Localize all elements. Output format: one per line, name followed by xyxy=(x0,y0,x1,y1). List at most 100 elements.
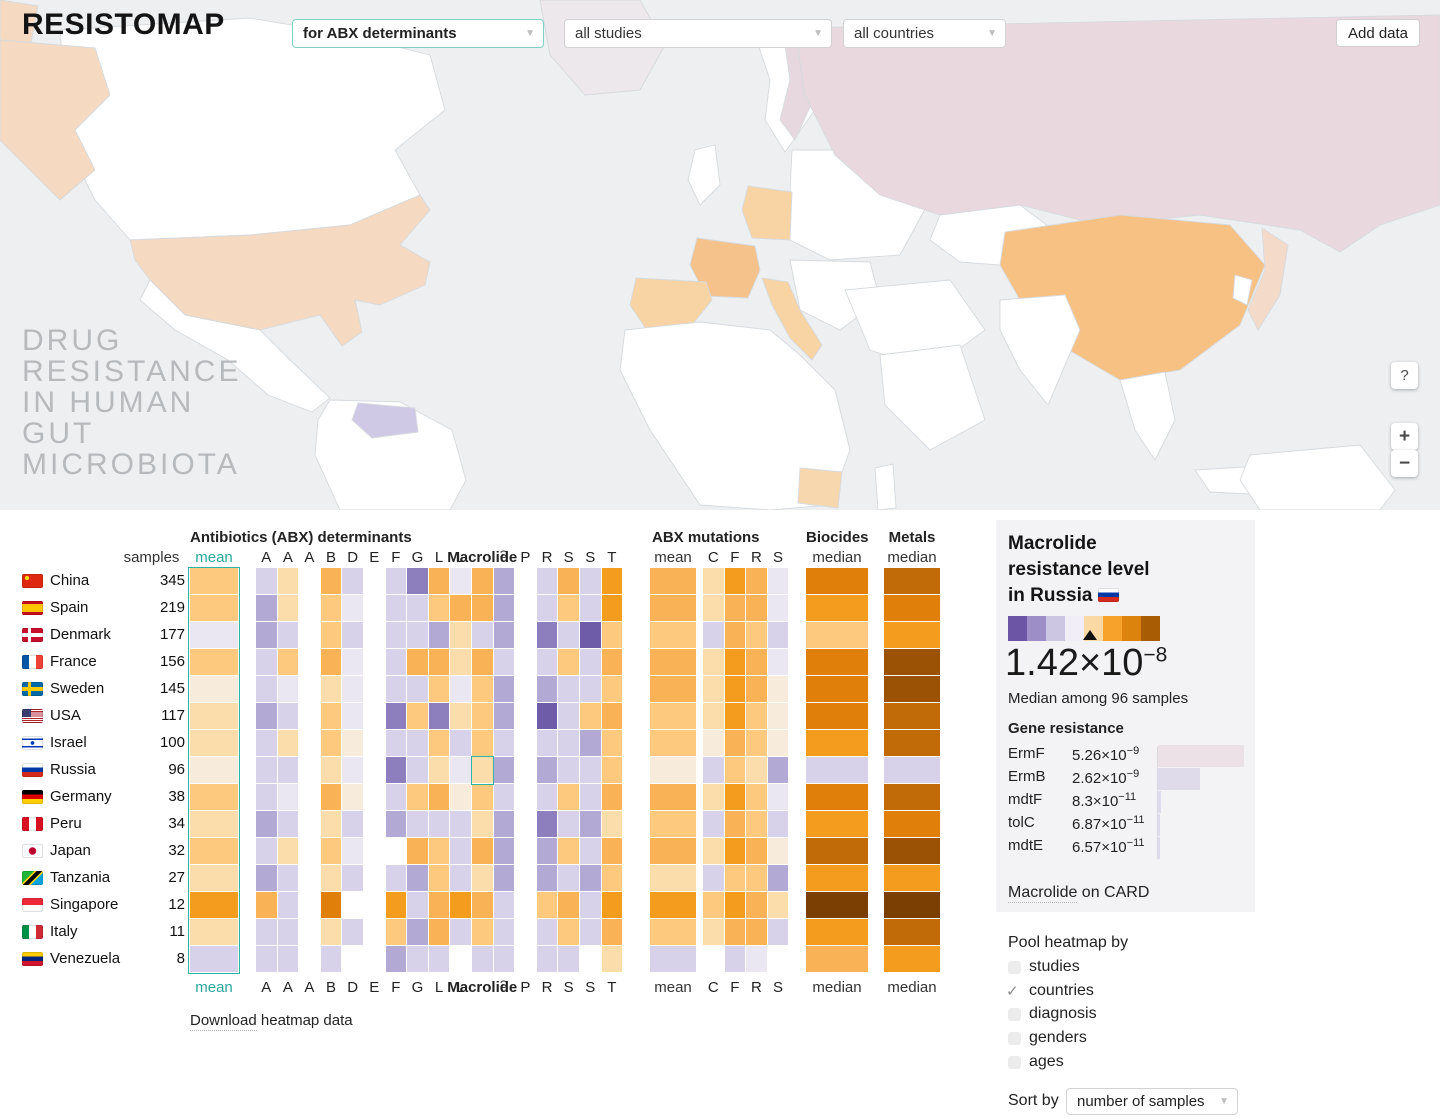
heatmap-cell-metal[interactable] xyxy=(884,595,940,621)
country-tanzania[interactable] xyxy=(797,467,843,509)
heatmap-cell-abx[interactable] xyxy=(407,730,428,756)
heatmap-cell-abx[interactable] xyxy=(493,838,515,864)
heatmap-cell-biocide[interactable] xyxy=(806,757,868,783)
heatmap-cell-mut-mean[interactable] xyxy=(650,649,696,675)
heatmap-cell-mut[interactable] xyxy=(703,595,724,621)
heatmap-cell-mut[interactable] xyxy=(767,784,789,810)
heatmap-cell-mut-mean[interactable] xyxy=(650,784,696,810)
heatmap-cell-abx[interactable] xyxy=(493,784,515,810)
heatmap-cell-abx-mean[interactable] xyxy=(190,892,238,918)
heatmap-cell-abx[interactable] xyxy=(558,622,579,648)
mut-column-letter-top[interactable]: R xyxy=(751,549,762,566)
heatmap-cell-abx-mean[interactable] xyxy=(190,865,238,891)
mut-column-letter-top[interactable]: C xyxy=(707,549,719,566)
heatmap-cell-abx[interactable] xyxy=(450,595,471,621)
heatmap-cell-metal[interactable] xyxy=(884,568,940,594)
heatmap-cell-mut[interactable] xyxy=(767,649,789,675)
heatmap-cell-abx[interactable] xyxy=(450,892,471,918)
heatmap-cell-metal[interactable] xyxy=(884,865,940,891)
heatmap-cell-metal[interactable] xyxy=(884,784,940,810)
heatmap-cell-abx[interactable] xyxy=(342,811,363,837)
heatmap-cell-abx[interactable] xyxy=(580,649,601,675)
card-link-word[interactable]: Macrolide xyxy=(1008,884,1078,903)
heatmap-cell-abx[interactable] xyxy=(320,757,342,783)
card-link[interactable]: Macrolide on CARD xyxy=(1008,884,1149,903)
heatmap-cell-abx[interactable] xyxy=(320,568,342,594)
heatmap-cell-biocide[interactable] xyxy=(806,811,868,837)
abx-column-letter-bottom[interactable]: L xyxy=(456,979,465,996)
heatmap-cell-abx[interactable] xyxy=(256,649,277,675)
heatmap-cell-metal[interactable] xyxy=(884,622,940,648)
heatmap-cell-mut[interactable] xyxy=(746,919,767,945)
zoom-in-button[interactable]: + xyxy=(1391,423,1418,450)
heatmap-cell-abx[interactable] xyxy=(493,703,515,729)
row-country-name[interactable]: Italy xyxy=(50,923,78,940)
heatmap-cell-mut[interactable] xyxy=(724,703,746,729)
heatmap-cell-abx[interactable] xyxy=(450,730,471,756)
heatmap-cell-abx[interactable] xyxy=(407,865,428,891)
pool-option-ages[interactable]: ages xyxy=(1008,1053,1128,1073)
heatmap-cell-abx[interactable] xyxy=(256,838,277,864)
heatmap-cell-mut[interactable] xyxy=(746,784,767,810)
heatmap-cell-abx[interactable] xyxy=(428,811,450,837)
heatmap-cell-abx[interactable] xyxy=(277,676,299,702)
heatmap-cell-abx[interactable] xyxy=(580,568,601,594)
heatmap-cell-mut[interactable] xyxy=(724,919,746,945)
row-country-name[interactable]: Japan xyxy=(50,842,91,859)
abx-column-letter-bottom[interactable]: A xyxy=(261,979,272,996)
heatmap-cell-mut[interactable] xyxy=(703,649,724,675)
zoom-out-button[interactable]: − xyxy=(1391,450,1418,477)
country-japan[interactable] xyxy=(1247,227,1289,331)
heatmap-cell-abx[interactable] xyxy=(407,649,428,675)
heatmap-cell-mut[interactable] xyxy=(724,649,746,675)
heatmap-cell-abx[interactable] xyxy=(450,622,471,648)
heatmap-cell-mut[interactable] xyxy=(724,838,746,864)
heatmap-cell-abx[interactable] xyxy=(256,784,277,810)
heatmap-cell-abx[interactable] xyxy=(320,946,342,972)
heatmap-cell-abx[interactable] xyxy=(428,865,450,891)
heatmap-cell-abx[interactable] xyxy=(256,865,277,891)
mut-column-letter-bottom[interactable]: S xyxy=(773,979,784,996)
heatmap-cell-abx[interactable] xyxy=(536,622,558,648)
abx-column-letter-top[interactable]: A xyxy=(282,549,293,566)
heatmap-cell-mut[interactable] xyxy=(767,811,789,837)
heatmap-cell-abx[interactable] xyxy=(256,757,277,783)
abx-column-letter-bottom[interactable]: F xyxy=(391,979,401,996)
heatmap-cell-mut-mean[interactable] xyxy=(650,622,696,648)
download-heatmap-link[interactable]: Download heatmap data xyxy=(190,1012,353,1031)
heatmap-cell-abx[interactable] xyxy=(428,757,450,783)
mean-axis-label-top[interactable]: mean xyxy=(195,549,233,566)
heatmap-cell-abx[interactable] xyxy=(472,865,493,891)
heatmap-cell-abx[interactable] xyxy=(558,649,579,675)
checkbox-icon[interactable] xyxy=(1008,1055,1021,1069)
heatmap-cell-mut[interactable] xyxy=(746,892,767,918)
heatmap-cell-abx-mean[interactable] xyxy=(190,730,238,756)
heatmap-cell-abx[interactable] xyxy=(472,946,493,972)
heatmap-cell-abx[interactable] xyxy=(450,757,471,783)
heatmap-cell-abx[interactable] xyxy=(601,622,623,648)
heatmap-cell-abx[interactable] xyxy=(472,676,493,702)
heatmap-cell-metal[interactable] xyxy=(884,838,940,864)
heatmap-cell-abx[interactable] xyxy=(256,919,277,945)
row-country-name[interactable]: Tanzania xyxy=(50,869,111,886)
heatmap-cell-mut-mean[interactable] xyxy=(650,919,696,945)
heatmap-cell-abx[interactable] xyxy=(558,595,579,621)
heatmap-cell-mut-mean[interactable] xyxy=(650,595,696,621)
heatmap-cell-mut[interactable] xyxy=(767,757,789,783)
heatmap-cell-abx[interactable] xyxy=(385,784,407,810)
heatmap-cell-abx[interactable] xyxy=(580,730,601,756)
heatmap-cell-abx[interactable] xyxy=(558,703,579,729)
heatmap-cell-abx[interactable] xyxy=(536,838,558,864)
abx-column-letter-bottom[interactable]: B xyxy=(326,979,337,996)
heatmap-cell-abx[interactable] xyxy=(342,730,363,756)
abx-column-letter-top[interactable]: S xyxy=(563,549,574,566)
selected-column-label-top[interactable]: Macrolide xyxy=(447,549,518,566)
add-data-button[interactable]: Add data xyxy=(1336,19,1420,47)
heatmap-cell-abx[interactable] xyxy=(536,865,558,891)
heatmap-cell-abx[interactable] xyxy=(601,838,623,864)
heatmap-cell-abx[interactable] xyxy=(428,676,450,702)
mut-mean-axis-label-bottom[interactable]: mean xyxy=(654,979,692,996)
heatmap-cell-mut[interactable] xyxy=(746,946,767,972)
heatmap-cell-abx[interactable] xyxy=(428,784,450,810)
row-country-name[interactable]: USA xyxy=(50,707,81,724)
